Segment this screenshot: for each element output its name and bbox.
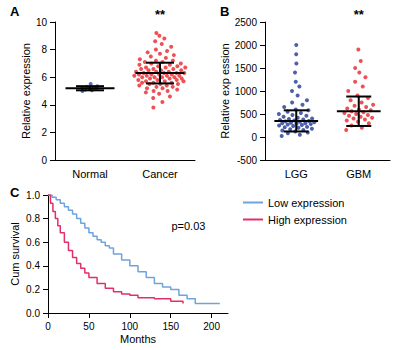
svg-text:B: B [220,4,229,19]
svg-text:**: ** [354,7,365,22]
svg-text:High expression: High expression [268,214,347,226]
svg-text:150: 150 [162,321,179,332]
svg-text:1500: 1500 [235,63,258,74]
svg-text:10: 10 [36,17,48,28]
svg-text:200: 200 [203,321,220,332]
svg-text:**: ** [155,7,166,22]
svg-text:4: 4 [41,99,47,110]
svg-text:50: 50 [83,321,95,332]
svg-text:0.8: 0.8 [26,213,40,224]
svg-text:Normal: Normal [72,168,107,180]
svg-text:2500: 2500 [235,17,258,28]
svg-text:Low expression: Low expression [268,197,344,209]
svg-text:6: 6 [41,72,47,83]
svg-text:1000: 1000 [235,86,258,97]
svg-text:GBM: GBM [346,168,371,180]
svg-text:0.0: 0.0 [26,308,40,319]
svg-text:Relative expression: Relative expression [20,43,32,139]
svg-text:0: 0 [41,155,47,166]
svg-text:1.0: 1.0 [26,190,40,201]
svg-text:Relative exp ession: Relative exp ession [219,43,231,138]
svg-text:0.6: 0.6 [26,237,40,248]
svg-text:0.2: 0.2 [26,284,40,295]
svg-text:A: A [10,4,20,19]
svg-text:0: 0 [45,321,51,332]
svg-text:0.4: 0.4 [26,260,40,271]
svg-text:C: C [10,185,20,200]
svg-text:0: 0 [251,132,257,143]
svg-text:8: 8 [41,44,47,55]
svg-text:Cum survival: Cum survival [9,222,21,286]
svg-text:Months: Months [120,333,157,345]
svg-text:p=0.03: p=0.03 [171,220,205,232]
svg-text:100: 100 [121,321,138,332]
svg-text:500: 500 [240,109,257,120]
svg-text:-500: -500 [237,155,257,166]
svg-text:LGG: LGG [285,168,308,180]
svg-text:2000: 2000 [235,40,258,51]
svg-text:Cancer: Cancer [142,168,178,180]
svg-text:2: 2 [41,127,47,138]
